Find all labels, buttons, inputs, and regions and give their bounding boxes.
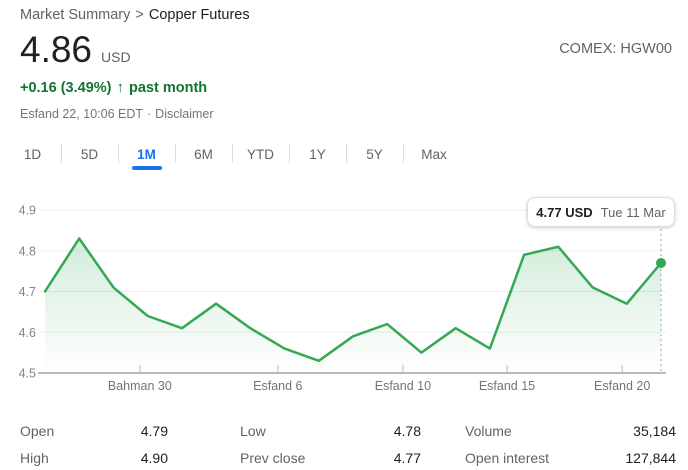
- x-axis-label: Esfand 15: [479, 379, 535, 393]
- change-period: past month: [129, 80, 208, 96]
- x-axis-label: Bahman 30: [108, 379, 172, 393]
- breadcrumb-parent-link[interactable]: Market Summary: [20, 7, 131, 23]
- stat-value: 127,844: [625, 449, 676, 466]
- y-axis-label: 4.7: [19, 285, 36, 299]
- currency-label: USD: [101, 49, 131, 65]
- stat-value: 35,184: [633, 422, 676, 439]
- stat-value: 4.77: [393, 449, 421, 466]
- price-change: +0.16 (3.49%) ↑ past month: [20, 80, 207, 96]
- key-stats: Open 4.79 High 4.90 Low 4.78 Prev close …: [0, 417, 688, 470]
- tooltip-price: 4.77 USD: [536, 204, 593, 220]
- x-axis-label: Esfand 10: [375, 379, 431, 393]
- stat-label: Volume: [465, 422, 512, 439]
- tab-ytd[interactable]: YTD: [232, 138, 289, 170]
- quote-timestamp: Esfand 22, 10:06 EDT: [20, 107, 143, 121]
- stats-column-1: Open 4.79 High 4.90: [20, 417, 168, 470]
- price-line: [43, 237, 663, 363]
- current-price: 4.86: [20, 29, 93, 70]
- stat-label: Prev close: [240, 449, 306, 466]
- area-fill: [45, 238, 661, 373]
- stat-low: Low 4.78: [240, 417, 421, 444]
- y-axis-label: 4.8: [19, 244, 36, 258]
- stat-label: Low: [240, 422, 266, 439]
- stat-open: Open 4.79: [20, 417, 168, 444]
- tab-5d[interactable]: 5D: [61, 138, 118, 170]
- stat-label: High: [20, 449, 49, 466]
- y-axis-label: 4.6: [19, 326, 36, 340]
- y-axis-label: 4.5: [19, 367, 36, 381]
- stat-volume: Volume 35,184: [465, 417, 676, 444]
- tab-1m[interactable]: 1M: [118, 138, 175, 170]
- disclaimer-link[interactable]: Disclaimer: [155, 107, 214, 121]
- stat-label: Open: [20, 422, 55, 439]
- breadcrumb-separator: >: [135, 7, 144, 23]
- stat-value: 4.79: [140, 422, 168, 439]
- stat-label: Open interest: [465, 449, 550, 466]
- tab-1y[interactable]: 1Y: [289, 138, 346, 170]
- stats-column-2: Low 4.78 Prev close 4.77: [240, 417, 421, 470]
- bullet-separator: ·: [147, 107, 152, 121]
- breadcrumb-current: Copper Futures: [148, 7, 250, 23]
- stat-value: 4.78: [393, 422, 421, 439]
- stat-value: 4.90: [140, 449, 168, 466]
- tab-5y[interactable]: 5Y: [346, 138, 403, 170]
- quote-meta: Esfand 22, 10:06 EDT · Disclaimer: [20, 107, 214, 121]
- x-axis-label: Esfand 6: [253, 379, 302, 393]
- time-range-tabs: 1D 5D 1M 6M YTD 1Y 5Y Max: [4, 138, 465, 170]
- stats-column-3: Volume 35,184 Open interest 127,844: [465, 417, 676, 470]
- price-chart[interactable]: 4.5 4.6 4.7 4.8 4.9 Bahman 30 Esfand 6 Esfand 1…: [0, 190, 688, 397]
- price-row: 4.86 USD: [20, 30, 131, 70]
- tab-6m[interactable]: 6M: [175, 138, 232, 170]
- tab-1d[interactable]: 1D: [4, 138, 61, 170]
- stat-prev-close: Prev close 4.77: [240, 444, 421, 470]
- y-axis-label: 4.9: [19, 204, 36, 218]
- chart-tooltip: 4.77 USD Tue 11 Mar: [527, 197, 675, 227]
- x-axis-label: Esfand 20: [594, 379, 650, 393]
- tooltip-date: Tue 11 Mar: [600, 204, 666, 220]
- change-amount: +0.16 (3.49%): [20, 80, 112, 96]
- stat-high: High 4.90: [20, 444, 168, 470]
- up-arrow-icon: ↑: [116, 79, 125, 96]
- exchange-ticker: COMEX: HGW00: [559, 41, 672, 57]
- stat-open-interest: Open interest 127,844: [465, 444, 676, 470]
- breadcrumb: Market Summary > Copper Futures: [20, 7, 250, 23]
- last-point-marker: [656, 257, 666, 268]
- tab-max[interactable]: Max: [403, 138, 465, 170]
